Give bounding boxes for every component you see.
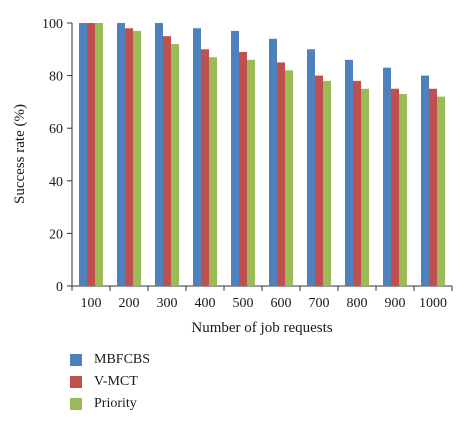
bar-v-mct-1000	[429, 88, 437, 286]
legend-swatch-v-mct	[70, 376, 82, 388]
bar-mbfcbs-400	[193, 28, 201, 286]
bar-v-mct-300	[163, 36, 171, 287]
bar-v-mct-200	[125, 28, 133, 286]
bar-v-mct-100	[87, 23, 95, 286]
bar-mbfcbs-300	[155, 23, 163, 286]
bar-mbfcbs-100	[79, 23, 87, 286]
bar-mbfcbs-1000	[421, 75, 429, 286]
bar-priority-300	[171, 44, 179, 286]
bar-mbfcbs-500	[231, 30, 239, 286]
y-tick-label: 40	[49, 175, 63, 190]
bar-priority-400	[209, 57, 217, 286]
x-tick-label: 400	[195, 296, 216, 311]
bar-v-mct-400	[201, 49, 209, 286]
tick-labels: 0 20 40 60 80 100 100 200 300 400 500 600 700 800 900 1…	[42, 17, 447, 311]
bar-mbfcbs-900	[383, 67, 391, 287]
legend-label-v-mct: V-MCT	[94, 374, 138, 389]
legend-item-mbfcbs: MBFCBS	[70, 350, 150, 370]
y-tick-label: 60	[49, 122, 63, 137]
legend: MBFCBS V-MCT Priority	[70, 350, 290, 414]
y-tick-label: 100	[42, 17, 63, 32]
legend-item-priority: Priority	[70, 394, 137, 414]
x-tick-label: 500	[233, 296, 254, 311]
bar-mbfcbs-700	[307, 49, 315, 286]
bar-priority-200	[133, 30, 141, 286]
bar-priority-800	[361, 88, 369, 286]
bars	[79, 23, 445, 287]
x-tick-label: 200	[119, 296, 140, 311]
x-tick-label: 600	[271, 296, 292, 311]
y-axis-label: Success rate (%)	[12, 104, 28, 204]
x-tick-label: 100	[81, 296, 102, 311]
x-tick-label: 800	[347, 296, 368, 311]
bar-priority-1000	[437, 96, 445, 286]
bar-priority-600	[285, 70, 293, 286]
bar-v-mct-500	[239, 51, 247, 287]
x-tick-label: 300	[157, 296, 178, 311]
bar-v-mct-800	[353, 80, 361, 286]
bar-priority-700	[323, 80, 331, 286]
legend-swatch-priority	[70, 398, 82, 410]
y-tick-label: 20	[49, 227, 63, 242]
bar-v-mct-900	[391, 88, 399, 286]
y-tick-label: 80	[49, 70, 63, 85]
legend-label-priority: Priority	[94, 396, 137, 411]
bar-v-mct-600	[277, 62, 285, 287]
x-tick-label: 1000	[419, 296, 447, 311]
bar-mbfcbs-800	[345, 59, 353, 286]
legend-label-mbfcbs: MBFCBS	[94, 352, 151, 367]
bar-v-mct-700	[315, 75, 323, 286]
x-axis-label: Number of job requests	[191, 320, 332, 336]
legend-swatch-mbfcbs	[70, 354, 82, 366]
bar-mbfcbs-200	[117, 23, 125, 286]
bar-priority-500	[247, 59, 255, 286]
bar-priority-900	[399, 94, 407, 286]
legend-item-v-mct: V-MCT	[70, 372, 138, 392]
y-tick-label: 0	[56, 280, 63, 295]
x-tick-label: 700	[309, 296, 330, 311]
bar-priority-100	[95, 23, 103, 286]
x-tick-label: 900	[385, 296, 406, 311]
bar-mbfcbs-600	[269, 38, 277, 286]
